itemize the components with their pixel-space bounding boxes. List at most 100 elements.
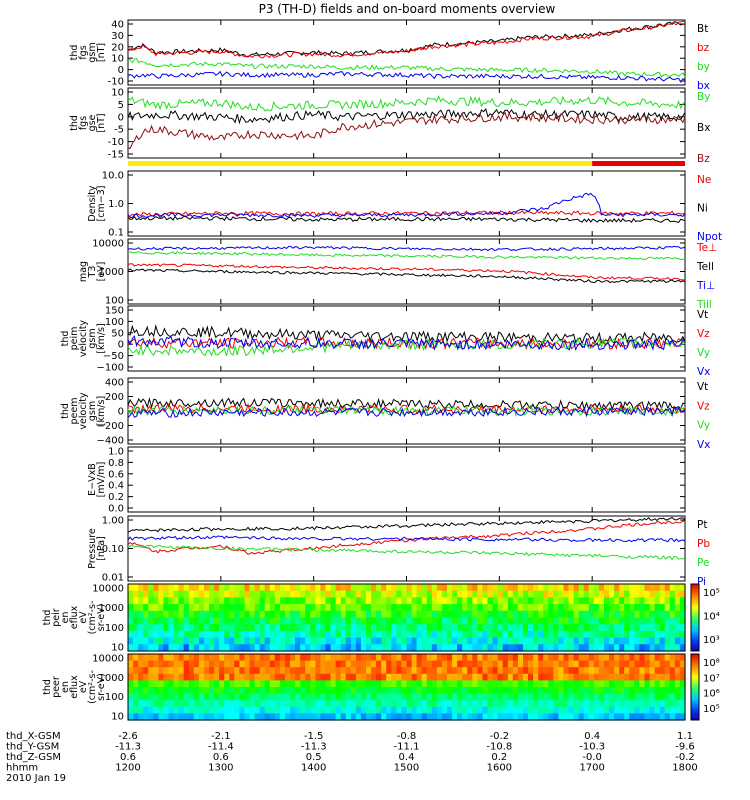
- heatmap-cell: [649, 654, 656, 662]
- heatmap-cell: [178, 700, 185, 708]
- heatmap-cell: [583, 617, 590, 625]
- heatmap-cell: [168, 700, 175, 708]
- heatmap-cell: [209, 617, 215, 625]
- heatmap-cell: [598, 644, 605, 652]
- heatmap-cell: [355, 654, 362, 662]
- heatmap-cell: [376, 693, 382, 701]
- heatmap-cell: [295, 713, 301, 721]
- heatmap-cell: [578, 713, 585, 721]
- heatmap-cell: [624, 630, 630, 639]
- heatmap-cell: [558, 713, 565, 721]
- legend-Bt: Bt: [697, 23, 708, 35]
- heatmap-cell: [609, 706, 615, 714]
- heatmap-cell: [462, 597, 468, 605]
- heatmap-cell: [254, 617, 261, 625]
- heatmap-cell: [416, 584, 423, 592]
- y-tick-label: −50: [103, 351, 124, 362]
- heatmap-cell: [285, 597, 291, 605]
- heatmap-cell: [158, 604, 165, 612]
- heatmap-cell: [421, 700, 428, 708]
- heatmap-cell: [305, 624, 311, 632]
- heatmap-cell: [219, 713, 225, 721]
- heatmap-cell: [588, 687, 595, 695]
- heatmap-cell: [563, 706, 570, 714]
- heatmap-cell: [447, 706, 453, 714]
- heatmap-cell: [436, 637, 443, 645]
- heatmap-cell: [376, 590, 382, 598]
- heatmap-cell: [239, 687, 246, 695]
- heatmap-cell: [588, 617, 595, 625]
- heatmap-cell: [659, 706, 666, 714]
- heatmap-cell: [254, 654, 261, 662]
- heatmap-cell: [290, 654, 296, 662]
- heatmap-cell: [396, 667, 403, 675]
- y-tick-label: -5: [114, 125, 124, 136]
- heatmap-cell: [573, 637, 580, 645]
- heatmap-cell: [426, 680, 433, 688]
- heatmap-cell: [295, 590, 301, 598]
- heatmap-cell: [371, 630, 377, 639]
- heatmap-cell: [315, 610, 322, 619]
- heatmap-cell: [441, 706, 448, 714]
- heatmap-cell: [472, 693, 478, 701]
- heatmap-cell: [654, 660, 661, 668]
- heatmap-cell: [178, 644, 185, 652]
- heatmap-cell: [614, 617, 620, 625]
- heatmap-cell: [664, 654, 671, 662]
- heatmap-cell: [573, 584, 580, 592]
- heatmap-cell: [664, 624, 671, 632]
- heatmap-cell: [345, 584, 352, 592]
- heatmap-cell: [669, 610, 676, 619]
- heatmap-cell: [492, 617, 499, 625]
- heatmap-cell: [300, 617, 306, 625]
- heatmap-cell: [502, 660, 509, 668]
- heatmap-cell: [411, 660, 418, 668]
- heatmap-cell: [193, 584, 200, 592]
- heatmap-cell: [371, 693, 377, 701]
- heatmap-cell: [244, 654, 251, 662]
- heatmap-cell: [583, 680, 590, 688]
- heatmap-cell: [441, 700, 448, 708]
- y-tick-label: -10: [108, 77, 124, 88]
- heatmap-cell: [320, 706, 327, 714]
- heatmap-cell: [128, 610, 134, 619]
- heatmap-cell: [426, 637, 433, 645]
- heatmap-cell: [173, 713, 180, 721]
- heatmap-cell: [472, 713, 478, 721]
- heatmap-cell: [209, 687, 215, 695]
- heatmap-cell: [588, 654, 595, 662]
- heatmap-cell: [214, 610, 220, 619]
- heatmap-cell: [239, 637, 246, 645]
- x-row-value: -0.2: [490, 731, 510, 742]
- y-axis-label: eV: [78, 611, 89, 624]
- heatmap-cell: [416, 706, 423, 714]
- heatmap-cell: [619, 597, 625, 605]
- heatmap-cell: [452, 624, 458, 632]
- heatmap-cell: [391, 700, 397, 708]
- heatmap-cell: [229, 667, 235, 675]
- heatmap-cell: [224, 624, 230, 632]
- y-axis-label: eV: [78, 680, 89, 693]
- heatmap-cell: [502, 713, 509, 721]
- colorbar-label: 10⁷: [703, 673, 720, 684]
- heatmap-cell: [457, 654, 463, 662]
- heatmap-cell: [523, 630, 529, 639]
- heatmap-cell: [244, 590, 251, 598]
- heatmap-cell: [274, 700, 281, 708]
- heatmap-cell: [279, 693, 286, 701]
- heatmap-cell: [649, 667, 656, 675]
- heatmap-cell: [355, 624, 362, 632]
- heatmap-cell: [330, 713, 337, 721]
- heatmap-cell: [381, 584, 387, 592]
- heatmap-cell: [664, 590, 671, 598]
- heatmap-cell: [431, 624, 438, 632]
- heatmap-cell: [669, 706, 676, 714]
- heatmap-cell: [543, 680, 549, 688]
- heatmap-cell: [350, 673, 357, 681]
- heatmap-cell: [477, 604, 484, 612]
- heatmap-cell: [441, 590, 448, 598]
- heatmap-cell: [679, 660, 686, 668]
- heatmap-cell: [512, 617, 519, 625]
- heatmap-cell: [523, 654, 529, 662]
